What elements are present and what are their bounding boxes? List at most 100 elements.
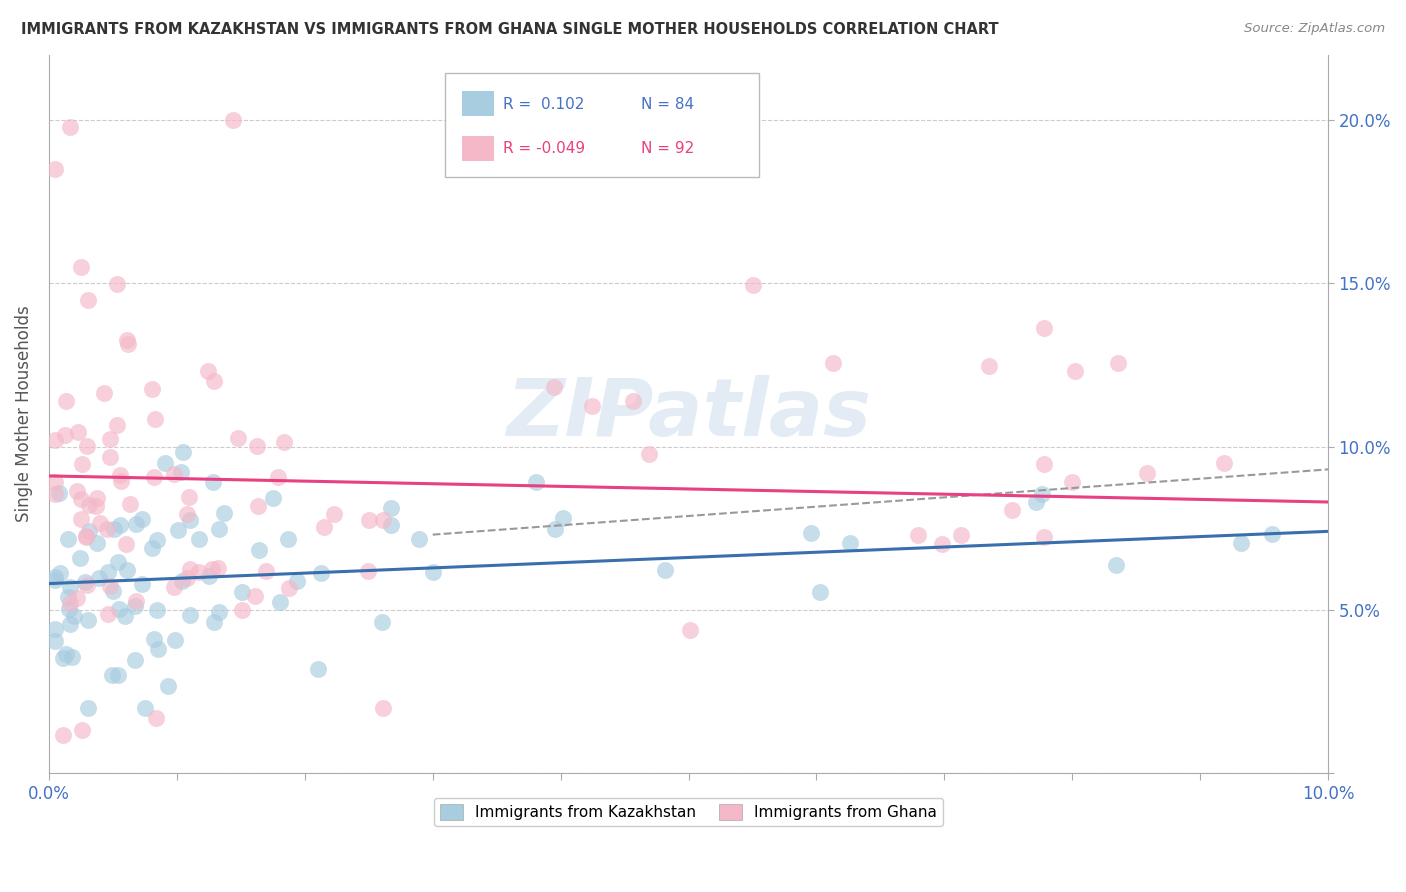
Point: [89, 516, 111, 530]
Bar: [463, 91, 494, 116]
Point: [1001, 503, 1024, 517]
Point: [243, 589, 266, 603]
Point: [1064, 363, 1087, 377]
Point: [543, 380, 565, 394]
Point: [70, 491, 93, 506]
FancyBboxPatch shape: [446, 73, 759, 178]
Point: [581, 399, 603, 413]
Point: [202, 475, 225, 489]
Point: [212, 506, 235, 520]
Point: [163, 467, 186, 482]
Point: [1062, 475, 1084, 489]
Point: [96, 522, 118, 536]
Point: [165, 632, 187, 647]
Point: [125, 516, 148, 531]
Point: [621, 393, 644, 408]
Point: [76, 613, 98, 627]
Point: [408, 532, 430, 546]
Point: [176, 508, 198, 522]
Point: [108, 467, 131, 482]
Point: [553, 511, 575, 525]
Point: [86, 536, 108, 550]
Point: [839, 536, 862, 550]
Point: [208, 605, 231, 619]
Point: [146, 533, 169, 548]
Point: [143, 470, 166, 484]
Point: [202, 615, 225, 629]
Point: [197, 364, 219, 378]
Point: [118, 497, 141, 511]
Point: [75, 530, 97, 544]
Point: [231, 603, 253, 617]
Point: [103, 583, 125, 598]
Point: [278, 581, 301, 595]
Point: [44, 634, 66, 648]
Point: [221, 113, 243, 128]
Point: [76, 439, 98, 453]
Point: [380, 518, 402, 533]
Point: [114, 536, 136, 550]
Point: [55, 648, 77, 662]
Point: [638, 447, 661, 461]
Point: [273, 434, 295, 449]
Point: [79, 499, 101, 513]
Point: [742, 278, 765, 293]
Point: [77, 524, 100, 538]
Point: [70, 260, 93, 275]
Point: [169, 465, 191, 479]
Point: [97, 566, 120, 580]
Point: [87, 571, 110, 585]
Point: [254, 565, 277, 579]
Point: [98, 450, 121, 465]
Point: [44, 434, 66, 448]
Bar: [463, 136, 494, 161]
Point: [59, 580, 82, 594]
Point: [679, 624, 702, 638]
Text: N = 92: N = 92: [641, 141, 695, 156]
Point: [146, 603, 169, 617]
Point: [179, 513, 201, 527]
Point: [115, 333, 138, 347]
Point: [108, 601, 131, 615]
Point: [187, 565, 209, 579]
Point: [70, 512, 93, 526]
Point: [66, 425, 89, 440]
Point: [58, 602, 80, 616]
Point: [44, 162, 66, 177]
Point: [44, 622, 66, 636]
Point: [60, 650, 83, 665]
Point: [107, 668, 129, 682]
Point: [246, 499, 269, 513]
Point: [124, 599, 146, 614]
Point: [53, 428, 76, 442]
Point: [1136, 467, 1159, 481]
Point: [246, 439, 269, 453]
Point: [117, 337, 139, 351]
Point: [931, 537, 953, 551]
Point: [307, 661, 329, 675]
Point: [1261, 527, 1284, 541]
Point: [49, 566, 72, 580]
Point: [110, 474, 132, 488]
Point: [357, 513, 380, 527]
Point: [66, 483, 89, 498]
Point: [231, 585, 253, 599]
Point: [177, 491, 200, 505]
Point: [48, 486, 70, 500]
Point: [141, 541, 163, 556]
Point: [59, 596, 82, 610]
Point: [75, 529, 97, 543]
Point: [76, 293, 98, 307]
Point: [63, 609, 86, 624]
Point: [145, 711, 167, 725]
Point: [70, 457, 93, 471]
Point: [371, 700, 394, 714]
Point: [148, 641, 170, 656]
Point: [950, 528, 973, 542]
Point: [125, 594, 148, 608]
Point: [371, 615, 394, 630]
Text: R = -0.049: R = -0.049: [503, 141, 585, 156]
Point: [172, 445, 194, 459]
Point: [55, 393, 77, 408]
Point: [107, 555, 129, 569]
